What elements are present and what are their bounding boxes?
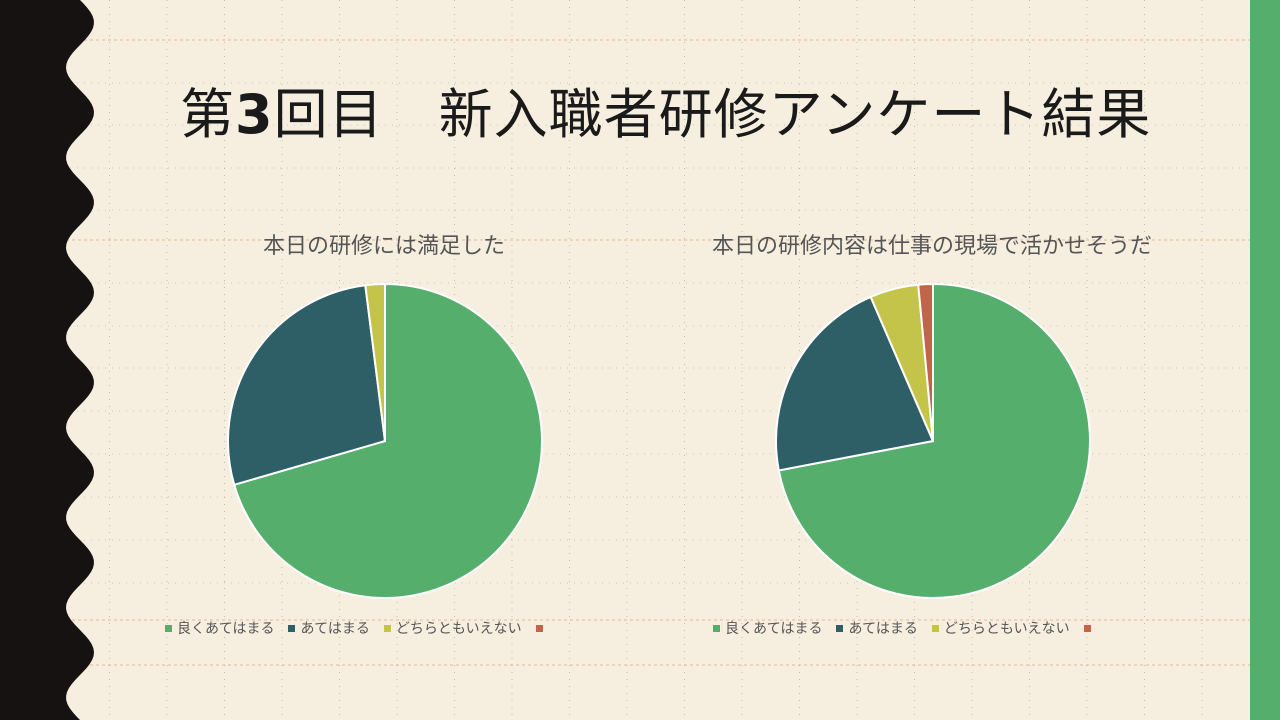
pie-slice bbox=[775, 295, 935, 472]
legend-swatch bbox=[931, 624, 939, 632]
legend-item: どちらともいえない bbox=[931, 618, 1070, 638]
chart-2-title: 本日の研修内容は仕事の現場で活かせそうだ bbox=[711, 234, 1152, 259]
chart-2-legend: 良くあてはまる あてはまる どちらともいえない bbox=[713, 618, 1096, 638]
chart-1-pie bbox=[227, 282, 543, 599]
pie-slice bbox=[917, 282, 934, 442]
legend-item: あてはまる bbox=[288, 618, 370, 638]
legend-swatch bbox=[535, 624, 543, 632]
pie-slice bbox=[227, 284, 387, 487]
title-rest: 回目 新入職者研修アンケート結果 bbox=[273, 83, 1152, 146]
title-prefix: 第 bbox=[180, 83, 235, 146]
legend-swatch bbox=[713, 624, 720, 632]
legend-item bbox=[1083, 624, 1096, 632]
page-title: 第3回目 新入職者研修アンケート結果 bbox=[180, 70, 1180, 150]
legend-label: 良くあてはまる bbox=[725, 621, 823, 637]
legend-swatch bbox=[836, 624, 844, 632]
wave-band bbox=[0, 0, 94, 720]
legend-item: どちらともいえない bbox=[383, 618, 522, 638]
legend-item: 良くあてはまる bbox=[165, 618, 274, 638]
legend-label: どちらともいえない bbox=[943, 621, 1070, 637]
legend-swatch bbox=[1083, 624, 1091, 632]
pie-slice bbox=[364, 282, 386, 442]
chart-1-title: 本日の研修には満足した bbox=[262, 234, 505, 259]
legend-item: あてはまる bbox=[836, 618, 918, 638]
pie-slice bbox=[232, 282, 543, 599]
legend-item: 良くあてはまる bbox=[713, 618, 822, 638]
legend-label: 良くあてはまる bbox=[177, 621, 275, 637]
pie-slice bbox=[777, 282, 1091, 599]
legend-swatch bbox=[165, 624, 172, 632]
legend-label: あてはまる bbox=[300, 621, 370, 637]
chart-1-legend: 良くあてはまる あてはまる どちらともいえない bbox=[165, 618, 548, 638]
legend-label: あてはまる bbox=[848, 621, 918, 637]
chart-2-pie bbox=[775, 282, 1091, 599]
legend-swatch bbox=[383, 624, 391, 632]
legend-item bbox=[535, 624, 548, 632]
title-number: 3 bbox=[235, 83, 274, 146]
accent-bar bbox=[1250, 0, 1280, 720]
legend-label: どちらともいえない bbox=[395, 621, 522, 637]
legend-swatch bbox=[288, 624, 296, 632]
